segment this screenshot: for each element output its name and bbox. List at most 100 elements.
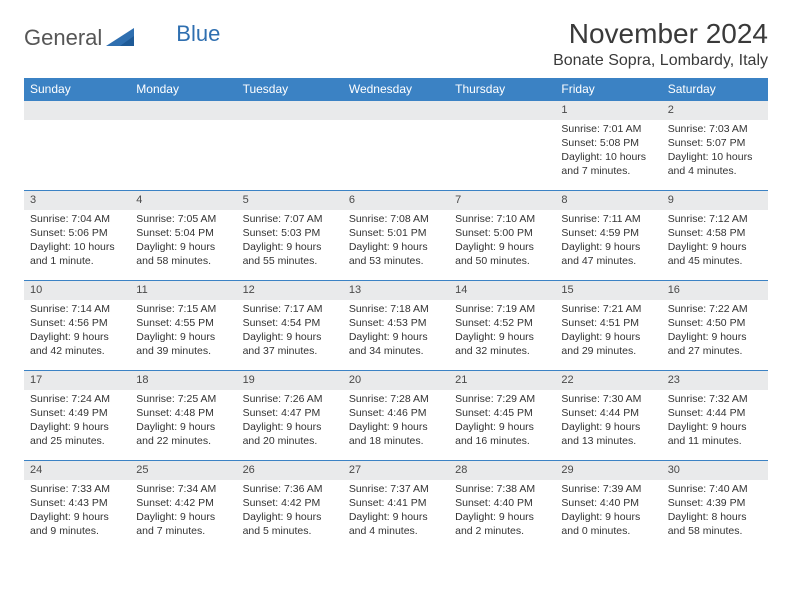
day-number: 25 bbox=[130, 461, 236, 480]
day-body: Sunrise: 7:12 AMSunset: 4:58 PMDaylight:… bbox=[662, 210, 768, 273]
day-body: Sunrise: 7:07 AMSunset: 5:03 PMDaylight:… bbox=[237, 210, 343, 273]
sunset-line: Sunset: 5:06 PM bbox=[30, 226, 124, 240]
logo-text-general: General bbox=[24, 25, 102, 51]
daylight-line: Daylight: 9 hours and 55 minutes. bbox=[243, 240, 337, 268]
calendar-cell: 28Sunrise: 7:38 AMSunset: 4:40 PMDayligh… bbox=[449, 461, 555, 551]
daylight-line: Daylight: 9 hours and 16 minutes. bbox=[455, 420, 549, 448]
day-number: 9 bbox=[662, 191, 768, 210]
day-number: 17 bbox=[24, 371, 130, 390]
sunset-line: Sunset: 4:56 PM bbox=[30, 316, 124, 330]
sunset-line: Sunset: 4:49 PM bbox=[30, 406, 124, 420]
daylight-line: Daylight: 9 hours and 5 minutes. bbox=[243, 510, 337, 538]
day-number: 4 bbox=[130, 191, 236, 210]
sunset-line: Sunset: 4:41 PM bbox=[349, 496, 443, 510]
calendar-cell: 7Sunrise: 7:10 AMSunset: 5:00 PMDaylight… bbox=[449, 191, 555, 281]
weekday-header: Monday bbox=[130, 78, 236, 101]
sunset-line: Sunset: 4:52 PM bbox=[455, 316, 549, 330]
daylight-line: Daylight: 9 hours and 0 minutes. bbox=[561, 510, 655, 538]
sunset-line: Sunset: 5:01 PM bbox=[349, 226, 443, 240]
day-body: Sunrise: 7:30 AMSunset: 4:44 PMDaylight:… bbox=[555, 390, 661, 453]
daylight-line: Daylight: 10 hours and 4 minutes. bbox=[668, 150, 762, 178]
daylight-line: Daylight: 9 hours and 18 minutes. bbox=[349, 420, 443, 448]
calendar-cell: 20Sunrise: 7:28 AMSunset: 4:46 PMDayligh… bbox=[343, 371, 449, 461]
sunrise-line: Sunrise: 7:40 AM bbox=[668, 482, 762, 496]
day-number bbox=[24, 101, 130, 120]
sunrise-line: Sunrise: 7:05 AM bbox=[136, 212, 230, 226]
calendar-cell: 14Sunrise: 7:19 AMSunset: 4:52 PMDayligh… bbox=[449, 281, 555, 371]
day-body: Sunrise: 7:26 AMSunset: 4:47 PMDaylight:… bbox=[237, 390, 343, 453]
day-body: Sunrise: 7:19 AMSunset: 4:52 PMDaylight:… bbox=[449, 300, 555, 363]
day-number bbox=[237, 101, 343, 120]
sunrise-line: Sunrise: 7:04 AM bbox=[30, 212, 124, 226]
sunrise-line: Sunrise: 7:07 AM bbox=[243, 212, 337, 226]
calendar-cell-empty bbox=[130, 101, 236, 191]
calendar-page: General Blue November 2024 Bonate Sopra,… bbox=[0, 0, 792, 561]
month-title: November 2024 bbox=[553, 18, 768, 50]
weekday-header: Saturday bbox=[662, 78, 768, 101]
day-number: 18 bbox=[130, 371, 236, 390]
sunset-line: Sunset: 4:40 PM bbox=[561, 496, 655, 510]
calendar-cell: 10Sunrise: 7:14 AMSunset: 4:56 PMDayligh… bbox=[24, 281, 130, 371]
day-number: 26 bbox=[237, 461, 343, 480]
sunset-line: Sunset: 4:51 PM bbox=[561, 316, 655, 330]
daylight-line: Daylight: 9 hours and 22 minutes. bbox=[136, 420, 230, 448]
calendar-cell-empty bbox=[24, 101, 130, 191]
day-body: Sunrise: 7:11 AMSunset: 4:59 PMDaylight:… bbox=[555, 210, 661, 273]
calendar-row: 3Sunrise: 7:04 AMSunset: 5:06 PMDaylight… bbox=[24, 191, 768, 281]
weekday-header: Sunday bbox=[24, 78, 130, 101]
day-number: 12 bbox=[237, 281, 343, 300]
sunset-line: Sunset: 4:54 PM bbox=[243, 316, 337, 330]
weekday-header: Wednesday bbox=[343, 78, 449, 101]
calendar-cell: 26Sunrise: 7:36 AMSunset: 4:42 PMDayligh… bbox=[237, 461, 343, 551]
calendar-cell: 9Sunrise: 7:12 AMSunset: 4:58 PMDaylight… bbox=[662, 191, 768, 281]
sunrise-line: Sunrise: 7:32 AM bbox=[668, 392, 762, 406]
day-number: 19 bbox=[237, 371, 343, 390]
weekday-header: Tuesday bbox=[237, 78, 343, 101]
daylight-line: Daylight: 10 hours and 1 minute. bbox=[30, 240, 124, 268]
day-body: Sunrise: 7:04 AMSunset: 5:06 PMDaylight:… bbox=[24, 210, 130, 273]
daylight-line: Daylight: 9 hours and 2 minutes. bbox=[455, 510, 549, 538]
day-number: 29 bbox=[555, 461, 661, 480]
sunrise-line: Sunrise: 7:38 AM bbox=[455, 482, 549, 496]
day-body: Sunrise: 7:18 AMSunset: 4:53 PMDaylight:… bbox=[343, 300, 449, 363]
sunset-line: Sunset: 4:39 PM bbox=[668, 496, 762, 510]
day-body: Sunrise: 7:32 AMSunset: 4:44 PMDaylight:… bbox=[662, 390, 768, 453]
sunset-line: Sunset: 5:03 PM bbox=[243, 226, 337, 240]
sunset-line: Sunset: 4:42 PM bbox=[243, 496, 337, 510]
calendar-cell: 30Sunrise: 7:40 AMSunset: 4:39 PMDayligh… bbox=[662, 461, 768, 551]
sunrise-line: Sunrise: 7:26 AM bbox=[243, 392, 337, 406]
sunrise-line: Sunrise: 7:01 AM bbox=[561, 122, 655, 136]
day-body: Sunrise: 7:01 AMSunset: 5:08 PMDaylight:… bbox=[555, 120, 661, 183]
sunrise-line: Sunrise: 7:15 AM bbox=[136, 302, 230, 316]
calendar-cell: 18Sunrise: 7:25 AMSunset: 4:48 PMDayligh… bbox=[130, 371, 236, 461]
day-number: 11 bbox=[130, 281, 236, 300]
day-body: Sunrise: 7:28 AMSunset: 4:46 PMDaylight:… bbox=[343, 390, 449, 453]
sunset-line: Sunset: 4:45 PM bbox=[455, 406, 549, 420]
day-number bbox=[130, 101, 236, 120]
sunrise-line: Sunrise: 7:03 AM bbox=[668, 122, 762, 136]
day-number: 20 bbox=[343, 371, 449, 390]
calendar-cell: 24Sunrise: 7:33 AMSunset: 4:43 PMDayligh… bbox=[24, 461, 130, 551]
day-number: 21 bbox=[449, 371, 555, 390]
day-number: 23 bbox=[662, 371, 768, 390]
daylight-line: Daylight: 9 hours and 29 minutes. bbox=[561, 330, 655, 358]
sunset-line: Sunset: 5:08 PM bbox=[561, 136, 655, 150]
sunset-line: Sunset: 4:50 PM bbox=[668, 316, 762, 330]
daylight-line: Daylight: 9 hours and 45 minutes. bbox=[668, 240, 762, 268]
day-number bbox=[343, 101, 449, 120]
daylight-line: Daylight: 9 hours and 53 minutes. bbox=[349, 240, 443, 268]
calendar-cell: 12Sunrise: 7:17 AMSunset: 4:54 PMDayligh… bbox=[237, 281, 343, 371]
day-number: 28 bbox=[449, 461, 555, 480]
calendar-cell: 19Sunrise: 7:26 AMSunset: 4:47 PMDayligh… bbox=[237, 371, 343, 461]
day-body: Sunrise: 7:15 AMSunset: 4:55 PMDaylight:… bbox=[130, 300, 236, 363]
calendar-cell: 27Sunrise: 7:37 AMSunset: 4:41 PMDayligh… bbox=[343, 461, 449, 551]
sunrise-line: Sunrise: 7:25 AM bbox=[136, 392, 230, 406]
sunrise-line: Sunrise: 7:12 AM bbox=[668, 212, 762, 226]
day-body: Sunrise: 7:40 AMSunset: 4:39 PMDaylight:… bbox=[662, 480, 768, 543]
day-number: 24 bbox=[24, 461, 130, 480]
day-body: Sunrise: 7:22 AMSunset: 4:50 PMDaylight:… bbox=[662, 300, 768, 363]
logo-triangle-icon bbox=[106, 24, 134, 51]
daylight-line: Daylight: 9 hours and 25 minutes. bbox=[30, 420, 124, 448]
calendar-cell: 23Sunrise: 7:32 AMSunset: 4:44 PMDayligh… bbox=[662, 371, 768, 461]
calendar-cell: 16Sunrise: 7:22 AMSunset: 4:50 PMDayligh… bbox=[662, 281, 768, 371]
